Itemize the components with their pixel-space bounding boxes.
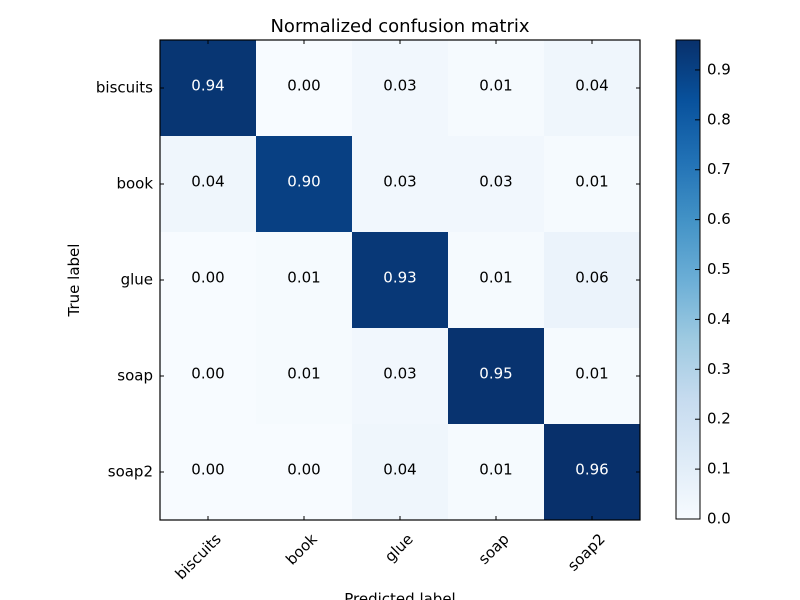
cell-value-label: 0.01 — [287, 365, 320, 383]
heatmap-cell — [256, 328, 353, 425]
colorbar-tick-label: 0.4 — [707, 310, 731, 328]
y-axis-label: True label — [65, 244, 83, 318]
heatmap-cell — [544, 40, 641, 137]
cell-value-label: 0.01 — [575, 173, 608, 191]
heatmap-cell — [256, 424, 353, 521]
cell-value-label: 0.04 — [191, 173, 224, 191]
cell-value-label: 0.00 — [191, 461, 224, 479]
cell-value-label: 0.00 — [287, 461, 320, 479]
heatmap-cell — [160, 40, 257, 137]
heatmap-cell — [544, 328, 641, 425]
cell-value-label: 0.03 — [383, 365, 416, 383]
cell-value-label: 0.01 — [479, 461, 512, 479]
x-tick-label: biscuits — [172, 530, 225, 583]
colorbar-gradient — [675, 39, 701, 520]
heatmap-cell — [544, 136, 641, 233]
cell-value-label: 0.00 — [191, 269, 224, 287]
cell-value-label: 0.00 — [191, 365, 224, 383]
y-tick-label: soap — [117, 367, 153, 385]
cell-value-label: 0.90 — [287, 173, 320, 191]
cell-value-label: 0.96 — [575, 461, 608, 479]
cell-value-label: 0.03 — [383, 173, 416, 191]
heatmap-cell — [160, 424, 257, 521]
heatmap-cell — [448, 232, 545, 329]
cell-value-label: 0.01 — [575, 365, 608, 383]
colorbar-tick-label: 0.7 — [707, 160, 731, 178]
cell-value-label: 0.01 — [479, 77, 512, 95]
heatmap-cell — [448, 328, 545, 425]
heatmap-cell — [544, 232, 641, 329]
cell-value-label: 0.95 — [479, 365, 512, 383]
heatmap-cell — [352, 232, 449, 329]
x-tick-label: glue — [381, 530, 417, 566]
colorbar-tick-label: 0.5 — [707, 260, 731, 278]
chart-title: Normalized confusion matrix — [270, 16, 529, 37]
heatmap-cell-labels: 0.94 0.00 0.03 0.01 0.04 0.04 0.90 0.03 0.03 0.01… — [191, 77, 608, 479]
heatmap-cell — [160, 232, 257, 329]
y-tick-label: biscuits — [96, 79, 153, 97]
heatmap-cell — [448, 424, 545, 521]
cell-value-label: 0.00 — [287, 77, 320, 95]
colorbar-tick-label: 0.0 — [707, 510, 731, 528]
cell-value-label: 0.94 — [191, 77, 224, 95]
x-tick-label: soap2 — [564, 530, 609, 575]
heatmap-cell — [256, 40, 353, 137]
cell-value-label: 0.01 — [479, 269, 512, 287]
cell-value-label: 0.04 — [575, 77, 608, 95]
heatmap-cell — [448, 40, 545, 137]
y-tick-label: soap2 — [108, 463, 153, 481]
cell-value-label: 0.93 — [383, 269, 416, 287]
colorbar-tick-label: 0.9 — [707, 60, 731, 78]
colorbar-tick-label: 0.3 — [707, 360, 731, 378]
cell-value-label: 0.03 — [383, 77, 416, 95]
heatmap-cells — [160, 40, 641, 521]
y-tick-label: book — [116, 175, 153, 193]
heatmap-cell — [352, 40, 449, 137]
colorbar-tick-label: 0.2 — [707, 410, 731, 428]
heatmap-cell — [352, 328, 449, 425]
cell-value-label: 0.01 — [287, 269, 320, 287]
heatmap-cell — [352, 136, 449, 233]
heatmap-cell — [544, 424, 641, 521]
colorbar-tick-label: 0.8 — [707, 110, 731, 128]
y-tick-label: glue — [121, 271, 153, 289]
cell-value-label: 0.03 — [479, 173, 512, 191]
heatmap-cell — [448, 136, 545, 233]
heatmap-cell — [160, 136, 257, 233]
x-tick-label: soap — [475, 530, 513, 568]
colorbar-ticks: 0.0 0.1 0.2 0.3 0.4 0.5 0.6 0.7 0.8 0.9 — [695, 60, 731, 528]
heatmap-cell — [256, 232, 353, 329]
colorbar-tick-label: 0.1 — [707, 460, 731, 478]
heatmap-cell — [352, 424, 449, 521]
heatmap-cell — [256, 136, 353, 233]
x-axis-label: Predicted label — [344, 590, 455, 600]
cell-value-label: 0.04 — [383, 461, 416, 479]
x-tick-label: book — [282, 530, 321, 569]
colorbar: 0.0 0.1 0.2 0.3 0.4 0.5 0.6 0.7 0.8 0.9 — [675, 39, 731, 528]
cell-value-label: 0.06 — [575, 269, 608, 287]
heatmap-cell — [160, 328, 257, 425]
colorbar-tick-label: 0.6 — [707, 210, 731, 228]
y-axis: biscuits book glue soap soap2 — [96, 79, 640, 481]
plot-frame — [159, 39, 641, 521]
